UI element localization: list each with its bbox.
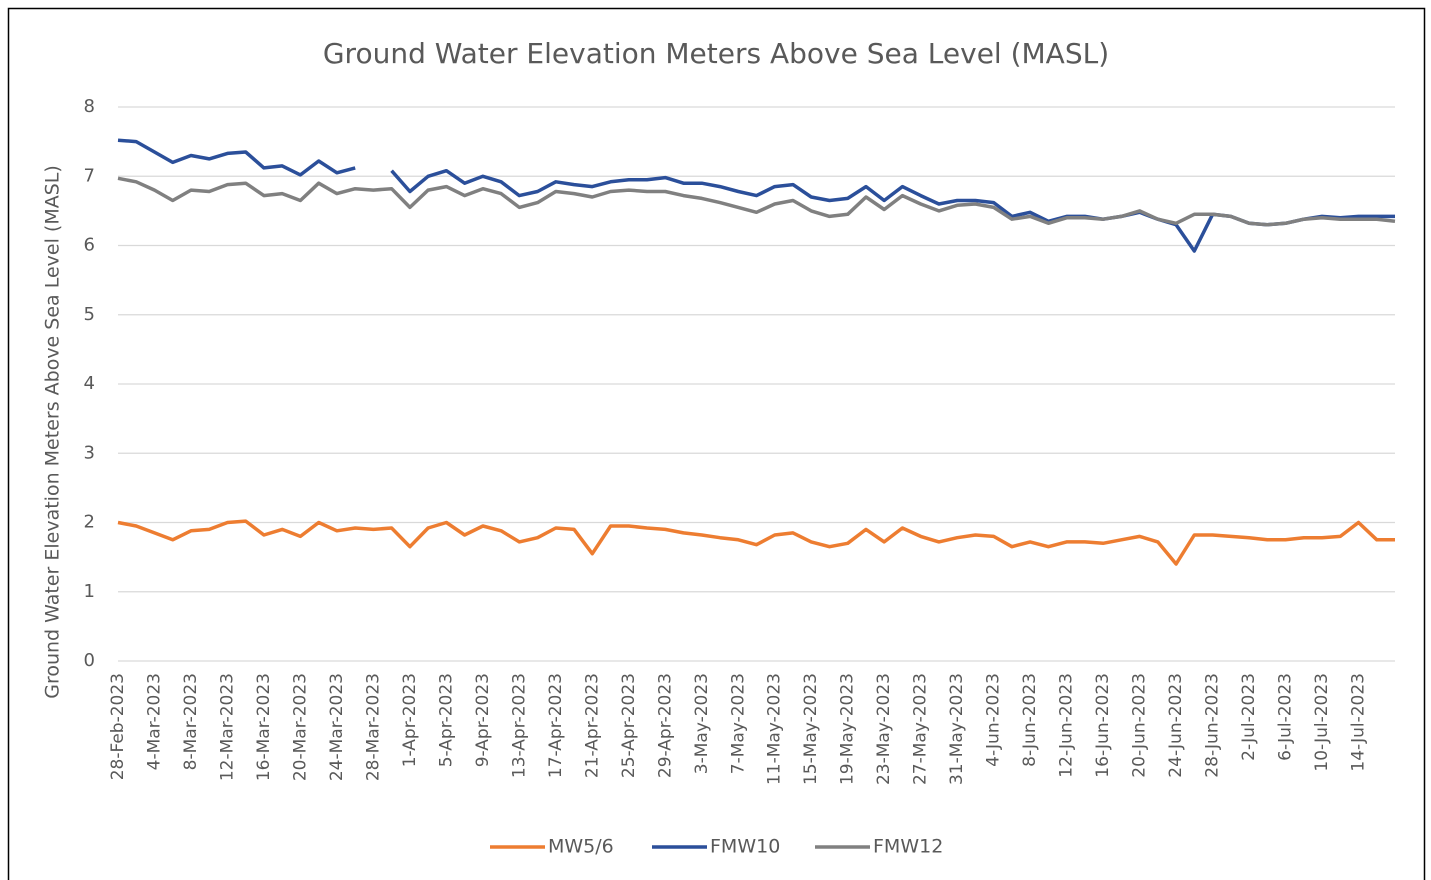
- x-tick-label: 29-Apr-2023: [655, 673, 675, 778]
- y-tick-label: 2: [84, 512, 95, 533]
- x-tick-label: 16-Jun-2023: [1093, 673, 1113, 778]
- y-tick-label: 3: [84, 442, 95, 463]
- y-tick-label: 5: [84, 304, 95, 325]
- x-tick-label: 6-Jul-2023: [1276, 673, 1296, 761]
- x-tick-label: 9-Apr-2023: [473, 673, 493, 767]
- x-tick-label: 10-Jul-2023: [1312, 673, 1332, 772]
- x-tick-label: 28-Jun-2023: [1203, 673, 1223, 778]
- x-tick-label: 4-Mar-2023: [144, 673, 164, 770]
- chart-title: Ground Water Elevation Meters Above Sea …: [323, 37, 1109, 70]
- series-line: [117, 176, 1396, 227]
- x-tick-label: 15-May-2023: [801, 673, 821, 785]
- x-tick-label: 28-Feb-2023: [108, 673, 128, 780]
- x-tick-label: 23-May-2023: [874, 673, 894, 785]
- x-tick-label: 7-May-2023: [728, 673, 748, 774]
- x-tick-label: 27-May-2023: [911, 673, 931, 785]
- x-tick-label: 24-Jun-2023: [1166, 673, 1186, 778]
- x-tick-label: 25-Apr-2023: [619, 673, 639, 778]
- x-tick-label: 8-Jun-2023: [1020, 673, 1040, 767]
- x-tick-label: 20-Mar-2023: [290, 673, 310, 781]
- x-tick-label: 11-May-2023: [765, 673, 785, 785]
- x-tick-label: 12-Jun-2023: [1057, 673, 1077, 778]
- legend-label: FMW10: [710, 836, 780, 858]
- x-tick-label: 19-May-2023: [838, 673, 858, 785]
- y-tick-label: 8: [84, 96, 95, 117]
- y-tick-label: 4: [84, 373, 95, 394]
- x-tick-label: 4-Jun-2023: [984, 673, 1004, 767]
- x-tick-label: 17-Apr-2023: [546, 673, 566, 778]
- x-tick-label: 2-Jul-2023: [1239, 673, 1259, 761]
- y-tick-label: 0: [84, 650, 95, 671]
- x-tick-label: 28-Mar-2023: [363, 673, 383, 781]
- x-tick-label: 5-Apr-2023: [436, 673, 456, 767]
- series-line: [117, 519, 1395, 566]
- x-tick-label: 8-Mar-2023: [181, 673, 201, 770]
- x-tick-label: 20-Jun-2023: [1130, 673, 1150, 778]
- x-tick-label: 12-Mar-2023: [217, 673, 237, 781]
- y-axis-title: Ground Water Elevation Meters Above Sea …: [42, 165, 64, 699]
- x-tick-label: 13-Apr-2023: [509, 673, 529, 778]
- x-tick-label: 1-Apr-2023: [400, 673, 420, 767]
- x-tick-label: 3-May-2023: [692, 673, 712, 774]
- y-tick-label: 1: [84, 581, 95, 602]
- x-tick-label: 14-Jul-2023: [1349, 673, 1369, 772]
- legend-label: MW5/6: [548, 836, 614, 858]
- x-tick-label: 21-Apr-2023: [582, 673, 602, 778]
- x-tick-label: 24-Mar-2023: [327, 673, 347, 781]
- x-tick-label: 16-Mar-2023: [254, 673, 274, 781]
- x-tick-label: 31-May-2023: [947, 673, 967, 785]
- legend-label: FMW12: [873, 836, 943, 858]
- y-tick-label: 7: [84, 165, 95, 186]
- y-tick-label: 6: [84, 235, 95, 256]
